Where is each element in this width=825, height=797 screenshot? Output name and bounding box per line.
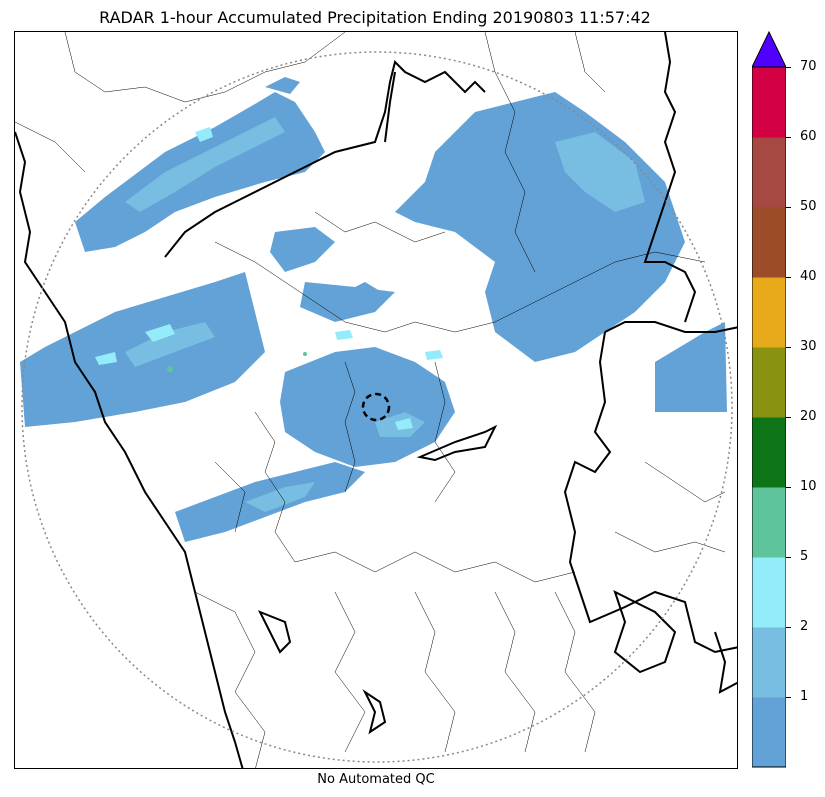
precip-heavy-echoes xyxy=(167,352,307,372)
radar-map[interactable] xyxy=(14,31,738,769)
state-boundaries xyxy=(15,32,737,768)
colorbar-tick-label: 1 xyxy=(800,689,809,704)
colorbar-bands xyxy=(752,67,786,768)
colorbar-tick-mark xyxy=(786,697,791,698)
colorbar-tick-mark xyxy=(786,67,791,68)
colorbar-tick-mark xyxy=(786,277,791,278)
colorbar-tick-mark xyxy=(786,557,791,558)
precip-moderate-echoes xyxy=(125,117,645,512)
radar-range-ring xyxy=(21,51,733,763)
colorbar-band xyxy=(752,697,786,768)
colorbar-over-triangle xyxy=(752,30,786,68)
colorbar-band xyxy=(752,487,786,558)
precipitation-colorbar xyxy=(752,30,786,768)
colorbar-tick-label: 10 xyxy=(800,479,817,494)
precip-light-echoes xyxy=(20,77,727,542)
radar-site-marker xyxy=(361,392,391,422)
colorbar-tick-mark xyxy=(786,137,791,138)
colorbar-band xyxy=(752,67,786,138)
colorbar-band xyxy=(752,417,786,488)
colorbar-band xyxy=(752,347,786,418)
colorbar-tick-label: 70 xyxy=(800,59,817,74)
colorbar-tick-label: 40 xyxy=(800,269,817,284)
colorbar-tick-label: 50 xyxy=(800,199,817,214)
colorbar-tick-mark xyxy=(786,487,791,488)
colorbar-tick-label: 5 xyxy=(800,549,809,564)
colorbar-band xyxy=(752,137,786,208)
map-title: RADAR 1-hour Accumulated Precipitation E… xyxy=(99,8,651,27)
district-boundaries xyxy=(15,32,726,768)
colorbar-tick-label: 2 xyxy=(800,619,809,634)
colorbar-band xyxy=(752,627,786,698)
colorbar-tick-label: 30 xyxy=(800,339,817,354)
colorbar-band xyxy=(752,277,786,348)
colorbar-tick-mark xyxy=(786,207,791,208)
colorbar-band xyxy=(752,557,786,628)
colorbar-tick-mark xyxy=(786,347,791,348)
radar-map-canvas xyxy=(15,32,737,768)
colorbar-tick-mark xyxy=(786,417,791,418)
colorbar-tick-mark xyxy=(786,627,791,628)
colorbar-tick-label: 20 xyxy=(800,409,817,424)
colorbar-band xyxy=(752,207,786,278)
qc-footer: No Automated QC xyxy=(317,772,435,787)
colorbar-tick-label: 60 xyxy=(800,129,817,144)
precip-heavier-echoes xyxy=(95,127,443,430)
colorbar-frame xyxy=(752,66,786,768)
